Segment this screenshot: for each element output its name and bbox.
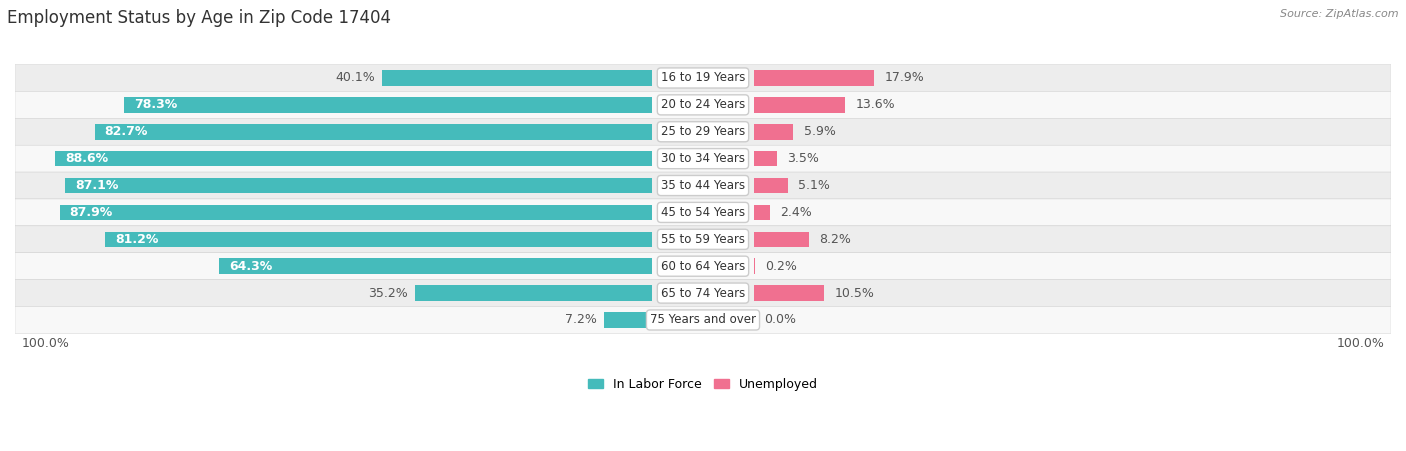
Bar (415, 285, 652, 301)
Bar (754, 151, 778, 166)
Bar (754, 124, 793, 139)
FancyBboxPatch shape (15, 145, 1391, 172)
Bar (59, 205, 652, 220)
FancyBboxPatch shape (15, 118, 1391, 145)
FancyBboxPatch shape (15, 92, 1391, 118)
Bar (754, 97, 845, 113)
Text: 60 to 64 Years: 60 to 64 Years (661, 260, 745, 273)
Bar (754, 205, 769, 220)
Text: 87.9%: 87.9% (70, 206, 112, 219)
Text: 55 to 59 Years: 55 to 59 Years (661, 233, 745, 246)
Bar (754, 178, 787, 193)
Text: 10.5%: 10.5% (835, 286, 875, 299)
Text: 2.4%: 2.4% (780, 206, 811, 219)
Bar (104, 231, 652, 247)
Text: Source: ZipAtlas.com: Source: ZipAtlas.com (1281, 9, 1399, 19)
FancyBboxPatch shape (15, 307, 1391, 333)
Text: 100.0%: 100.0% (21, 337, 70, 350)
Text: 100.0%: 100.0% (1336, 337, 1385, 350)
Bar (124, 97, 652, 113)
Text: 65 to 74 Years: 65 to 74 Years (661, 286, 745, 299)
Text: 35 to 44 Years: 35 to 44 Years (661, 179, 745, 192)
FancyBboxPatch shape (15, 64, 1391, 92)
Text: 82.7%: 82.7% (104, 125, 148, 138)
Bar (94, 124, 652, 139)
Text: 25 to 29 Years: 25 to 29 Years (661, 125, 745, 138)
FancyBboxPatch shape (15, 172, 1391, 199)
Text: 8.2%: 8.2% (820, 233, 851, 246)
Text: 3.5%: 3.5% (787, 152, 820, 165)
Bar (754, 231, 808, 247)
Text: Employment Status by Age in Zip Code 17404: Employment Status by Age in Zip Code 174… (7, 9, 391, 27)
FancyBboxPatch shape (15, 226, 1391, 253)
Bar (65, 178, 652, 193)
Bar (55, 151, 652, 166)
Bar (603, 312, 652, 328)
Text: 30 to 34 Years: 30 to 34 Years (661, 152, 745, 165)
Text: 88.6%: 88.6% (65, 152, 108, 165)
Bar (754, 285, 824, 301)
Text: 40.1%: 40.1% (336, 71, 375, 84)
Text: 16 to 19 Years: 16 to 19 Years (661, 71, 745, 84)
Bar (219, 258, 652, 274)
Text: 5.9%: 5.9% (803, 125, 835, 138)
Text: 0.0%: 0.0% (763, 313, 796, 327)
Text: 0.2%: 0.2% (765, 260, 797, 273)
Bar (754, 70, 875, 86)
Text: 17.9%: 17.9% (884, 71, 924, 84)
Text: 87.1%: 87.1% (75, 179, 118, 192)
FancyBboxPatch shape (15, 253, 1391, 280)
FancyBboxPatch shape (15, 280, 1391, 307)
Text: 81.2%: 81.2% (115, 233, 159, 246)
Text: 45 to 54 Years: 45 to 54 Years (661, 206, 745, 219)
FancyBboxPatch shape (15, 199, 1391, 226)
Text: 78.3%: 78.3% (135, 98, 177, 111)
Text: 5.1%: 5.1% (799, 179, 830, 192)
Text: 7.2%: 7.2% (565, 313, 598, 327)
Bar (382, 70, 652, 86)
Legend: In Labor Force, Unemployed: In Labor Force, Unemployed (583, 373, 823, 396)
Text: 75 Years and over: 75 Years and over (650, 313, 756, 327)
Text: 20 to 24 Years: 20 to 24 Years (661, 98, 745, 111)
Text: 35.2%: 35.2% (368, 286, 408, 299)
Text: 13.6%: 13.6% (855, 98, 896, 111)
Text: 64.3%: 64.3% (229, 260, 273, 273)
